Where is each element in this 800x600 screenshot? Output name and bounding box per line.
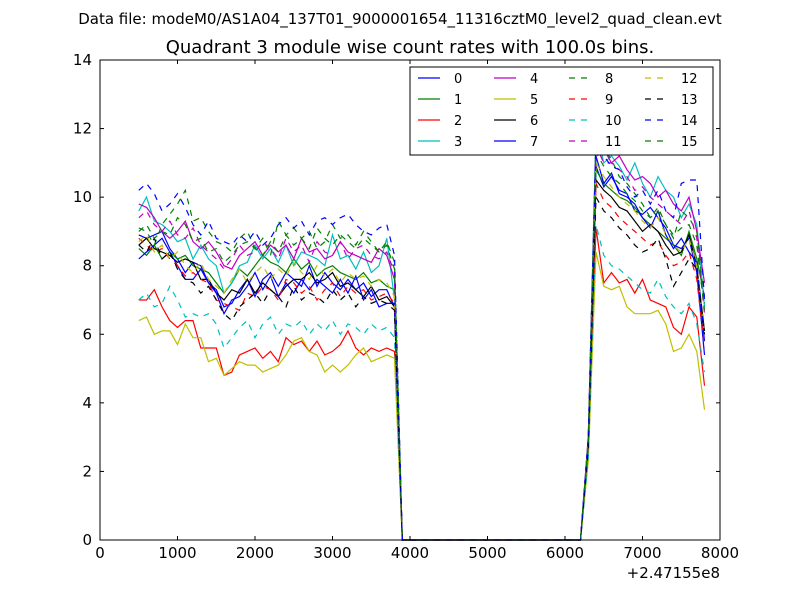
legend-label-4: 4 [530,72,538,87]
x-tick-label: 6000 [546,544,584,562]
legend-label-0: 0 [454,72,462,87]
x-tick-label: 2000 [236,544,274,562]
series-line-12 [138,160,706,541]
x-tick-label: 4000 [391,544,429,562]
legend-label-13: 13 [681,93,698,108]
y-tick-label: 0 [82,531,92,549]
x-tick-label: 1000 [158,544,196,562]
y-tick-label: 6 [82,325,92,343]
legend-label-12: 12 [681,72,698,87]
x-tick-label: 3000 [313,544,351,562]
series-line-11 [138,145,706,541]
legend-label-10: 10 [605,114,622,129]
series-line-14 [138,140,706,541]
legend-label-5: 5 [530,93,538,108]
y-tick-label: 14 [73,51,92,69]
series-line-0 [138,166,706,541]
series-line-8 [138,133,706,541]
legend-label-8: 8 [605,72,613,87]
legend-label-6: 6 [530,114,538,129]
series-line-15 [138,150,706,541]
y-tick-label: 10 [73,188,92,206]
y-tick-label: 12 [73,120,92,138]
axes-frame [99,59,721,541]
y-tick-label: 4 [82,394,92,412]
y-tick-label: 8 [82,257,92,275]
series-line-7 [138,155,706,541]
legend-label-2: 2 [454,114,462,129]
legend-label-15: 15 [681,135,698,150]
series-line-13 [138,194,706,541]
legend-label-9: 9 [605,93,613,108]
x-offset-label: +2.47155e8 [627,564,720,582]
suptitle: Data file: modeM0/AS1A04_137T01_90000016… [78,10,722,29]
axis-ticks: 0 1000 2000 3000 4000 5000 6000 7000 80000246810… [73,51,739,562]
legend-label-1: 1 [454,93,462,108]
series-line-1 [138,167,706,541]
series-line-4 [138,137,706,541]
legend-label-11: 11 [605,135,622,150]
series-line-6 [138,178,706,541]
series-line-10 [138,224,706,541]
x-tick-label: 7000 [623,544,661,562]
series-line-9 [138,183,706,541]
legend-label-3: 3 [454,135,462,150]
legend-label-7: 7 [530,135,538,150]
legend-box [409,66,714,156]
series-line-2 [138,227,706,541]
x-tick-label: 5000 [468,544,506,562]
x-tick-label: 8000 [701,544,739,562]
y-tick-label: 2 [82,462,92,480]
plot-lines [138,128,706,541]
series-line-5 [138,251,706,541]
x-tick-label: 0 [95,544,105,562]
chart-title: Quadrant 3 module wise count rates with … [166,37,655,58]
series-line-3 [138,128,706,541]
legend-label-14: 14 [681,114,698,129]
